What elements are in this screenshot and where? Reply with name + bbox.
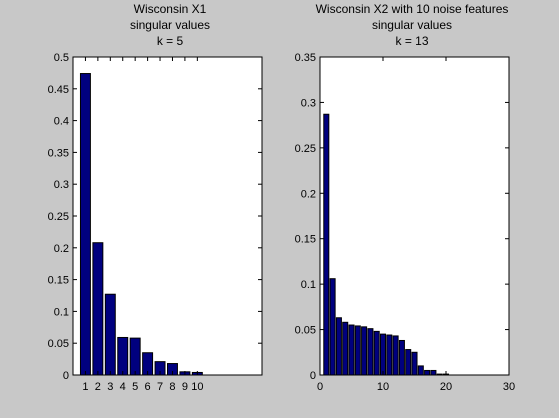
- left-ytick-label: 0.3: [54, 179, 69, 191]
- right-ytick-label: 0.25: [295, 143, 316, 155]
- right-bar-18: [430, 369, 437, 376]
- right-bar-6: [354, 325, 361, 376]
- right-ytick-label: 0.2: [301, 188, 316, 200]
- right-axes-area: [320, 57, 509, 375]
- right-bar-15: [411, 351, 418, 376]
- subplot-right: Wisconsin X2 with 10 noise features sing…: [295, 2, 516, 393]
- left-bar-1: [79, 73, 91, 376]
- left-xtick-label: 9: [182, 381, 188, 393]
- right-bar-13: [398, 339, 405, 376]
- right-axes-frame: [319, 56, 510, 376]
- right-title-line-1: Wisconsin X2 with 10 noise features: [316, 2, 509, 16]
- right-bar-2: [329, 278, 336, 376]
- right-bar-12: [392, 335, 399, 376]
- left-ytick-label: 0.15: [48, 275, 69, 287]
- left-title-line-2: singular values: [130, 18, 210, 32]
- right-ytick-label: 0.3: [301, 97, 316, 109]
- left-ytick-label: 0: [63, 370, 69, 382]
- left-axes-area: [73, 57, 262, 375]
- left-ytick-label: 0.35: [48, 147, 69, 159]
- left-ytick-label: 0.5: [54, 52, 69, 64]
- left-ytick-label: 0.4: [54, 116, 69, 128]
- right-xtick-label: 30: [503, 381, 515, 393]
- left-xtick-label: 7: [157, 381, 163, 393]
- left-xtick-label: 6: [145, 381, 151, 393]
- right-bar-10: [379, 333, 387, 376]
- right-bar-11: [386, 334, 393, 376]
- right-bar-3: [335, 317, 342, 376]
- right-ytick-label: 0.1: [301, 279, 316, 291]
- left-bar-3: [104, 293, 116, 376]
- subplot-left: Wisconsin X1 singular values k = 5 0 0.05…: [48, 2, 263, 393]
- left-xtick-label: 10: [191, 381, 203, 393]
- right-bar-7: [361, 326, 368, 376]
- right-bar-4: [342, 321, 349, 376]
- left-bar-5: [129, 337, 141, 376]
- left-ytick-label: 0.1: [54, 306, 69, 318]
- left-xtick-label: 3: [107, 381, 113, 393]
- left-bar-2: [92, 242, 104, 376]
- left-ytick-label: 0.2: [54, 243, 69, 255]
- left-title-line-3: k = 5: [157, 34, 184, 48]
- right-xtick-label: 20: [440, 381, 452, 393]
- right-bar-8: [367, 328, 374, 376]
- right-title-line-2: singular values: [372, 18, 452, 32]
- right-title-line-3: k = 13: [395, 34, 428, 48]
- right-bar-17: [424, 369, 431, 376]
- left-xtick-label: 8: [169, 381, 175, 393]
- right-bar-9: [373, 330, 380, 376]
- right-ytick-label: 0.15: [295, 234, 316, 246]
- left-xtick-label: 4: [120, 381, 126, 393]
- right-ytick-label: 0.35: [295, 52, 316, 64]
- left-title-line-1: Wisconsin X1: [134, 2, 207, 16]
- right-bar-16: [417, 365, 424, 376]
- right-ytick-label: 0: [310, 370, 316, 382]
- left-ytick-label: 0.25: [48, 211, 69, 223]
- right-xtick-label: 10: [377, 381, 389, 393]
- left-ytick-label: 0.45: [48, 84, 69, 96]
- left-ytick-label: 0.05: [48, 338, 69, 350]
- left-xtick-label: 1: [82, 381, 88, 393]
- right-ytick-label: 0.05: [295, 325, 316, 337]
- left-xtick-label: 5: [132, 381, 138, 393]
- right-bar-1: [323, 113, 330, 376]
- right-bar-14: [405, 349, 412, 376]
- right-bar-5: [348, 324, 355, 376]
- right-xtick-label: 0: [317, 381, 323, 393]
- left-xtick-label: 2: [95, 381, 101, 393]
- left-bar-4: [117, 336, 129, 376]
